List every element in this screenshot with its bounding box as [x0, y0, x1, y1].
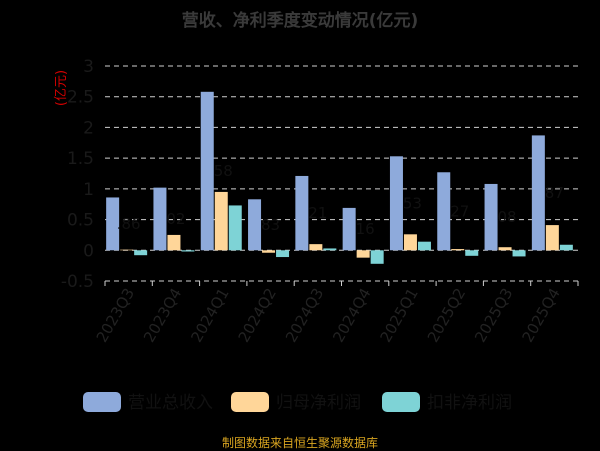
bar-2025Q4-series-2 — [545, 225, 559, 251]
data-label-2024Q2: 83 — [261, 216, 280, 234]
bar-2025Q4-series-3 — [559, 244, 573, 251]
bar-2024Q4-series-3 — [370, 250, 384, 264]
y-tick-label-3: 1.5 — [67, 149, 94, 169]
data-label-2024Q3: 21 — [308, 204, 327, 222]
legend-label-1: 营业总收入 — [128, 393, 213, 413]
data-label-2023Q3: .86 — [117, 215, 141, 233]
bar-2025Q2-series-2 — [451, 249, 465, 251]
x-tick-label-2025Q1: 2025Q1 — [377, 285, 422, 346]
bar-2025Q1-series-1 — [389, 156, 403, 251]
y-tick-label-4: 1 — [83, 180, 94, 200]
data-label-2025Q3: 08 — [498, 208, 517, 226]
bar-2024Q2-series-2 — [262, 250, 276, 253]
source-footer: 制图数据来自恒生聚源数据库 — [221, 436, 378, 450]
bar-2025Q1-series-3 — [417, 241, 431, 251]
bar-2023Q3-series-3 — [134, 250, 148, 256]
x-tick-label-2023Q3: 2023Q3 — [93, 285, 138, 346]
bar-2025Q3-series-1 — [484, 183, 498, 251]
legend-swatch-3 — [382, 392, 420, 412]
y-tick-label-7: -0.5 — [61, 272, 94, 292]
bar-2025Q3-series-2 — [498, 247, 512, 251]
bar-2023Q3-series-2 — [120, 249, 134, 251]
bar-2024Q2-series-3 — [276, 250, 290, 258]
y-tick-label-5: 0.5 — [67, 211, 94, 231]
y-axis-label: (亿元) — [54, 70, 69, 106]
x-tick-label-2024Q3: 2024Q3 — [282, 285, 327, 346]
bar-2024Q4-series-2 — [356, 250, 370, 258]
bar-2023Q4-series-3 — [181, 250, 195, 252]
legend-label-3: 扣非净利润 — [427, 393, 512, 413]
bar-2024Q4-series-1 — [342, 207, 356, 251]
bar-2023Q4-series-2 — [167, 234, 181, 251]
x-tick-label-2024Q1: 2024Q1 — [187, 285, 232, 346]
bar-2024Q2-series-1 — [248, 199, 262, 251]
chart-title: 营收、净利季度变动情况(亿元) — [181, 11, 419, 31]
bar-2023Q4-series-1 — [153, 187, 167, 251]
x-tick-label-2025Q3: 2025Q3 — [471, 285, 516, 346]
bar-2025Q2-series-3 — [465, 250, 479, 256]
x-tick-label-2024Q4: 2024Q4 — [329, 285, 374, 346]
bar-2024Q3-series-1 — [295, 175, 309, 251]
bar-2024Q3-series-2 — [309, 244, 323, 251]
x-tick-label-2023Q4: 2023Q4 — [140, 285, 185, 346]
data-label-2025Q1: 53 — [403, 194, 422, 212]
bar-2025Q2-series-1 — [437, 172, 451, 251]
bar-2025Q1-series-2 — [403, 234, 417, 251]
bar-2025Q3-series-3 — [512, 250, 526, 257]
legend-swatch-2 — [231, 392, 269, 412]
data-label-2025Q2: 27 — [450, 202, 469, 220]
data-label-2023Q4: 02 — [166, 210, 185, 228]
bar-2023Q3-series-1 — [106, 197, 120, 251]
x-tick-label-2025Q2: 2025Q2 — [424, 285, 469, 346]
bar-2025Q4-series-1 — [531, 135, 545, 251]
bar-2024Q1-series-2 — [214, 191, 228, 251]
bar-2024Q1-series-1 — [200, 91, 214, 251]
y-tick-label-0: 3 — [83, 57, 94, 77]
x-tick-label-2024Q2: 2024Q2 — [235, 285, 280, 346]
legend-label-2: 归母净利润 — [276, 393, 361, 413]
data-label-2024Q4: 16 — [356, 220, 375, 238]
data-label-2024Q1: 58 — [214, 162, 233, 180]
x-tick-label-2025Q4: 2025Q4 — [518, 285, 563, 346]
data-label-2025Q4: 87 — [545, 184, 564, 202]
y-tick-label-2: 2 — [83, 118, 94, 138]
bar-2024Q1-series-3 — [228, 205, 242, 251]
bar-2024Q3-series-3 — [323, 248, 337, 251]
y-tick-label-1: 2.5 — [67, 88, 94, 108]
y-tick-label-6: 0 — [83, 241, 94, 261]
legend-swatch-1 — [83, 392, 121, 412]
